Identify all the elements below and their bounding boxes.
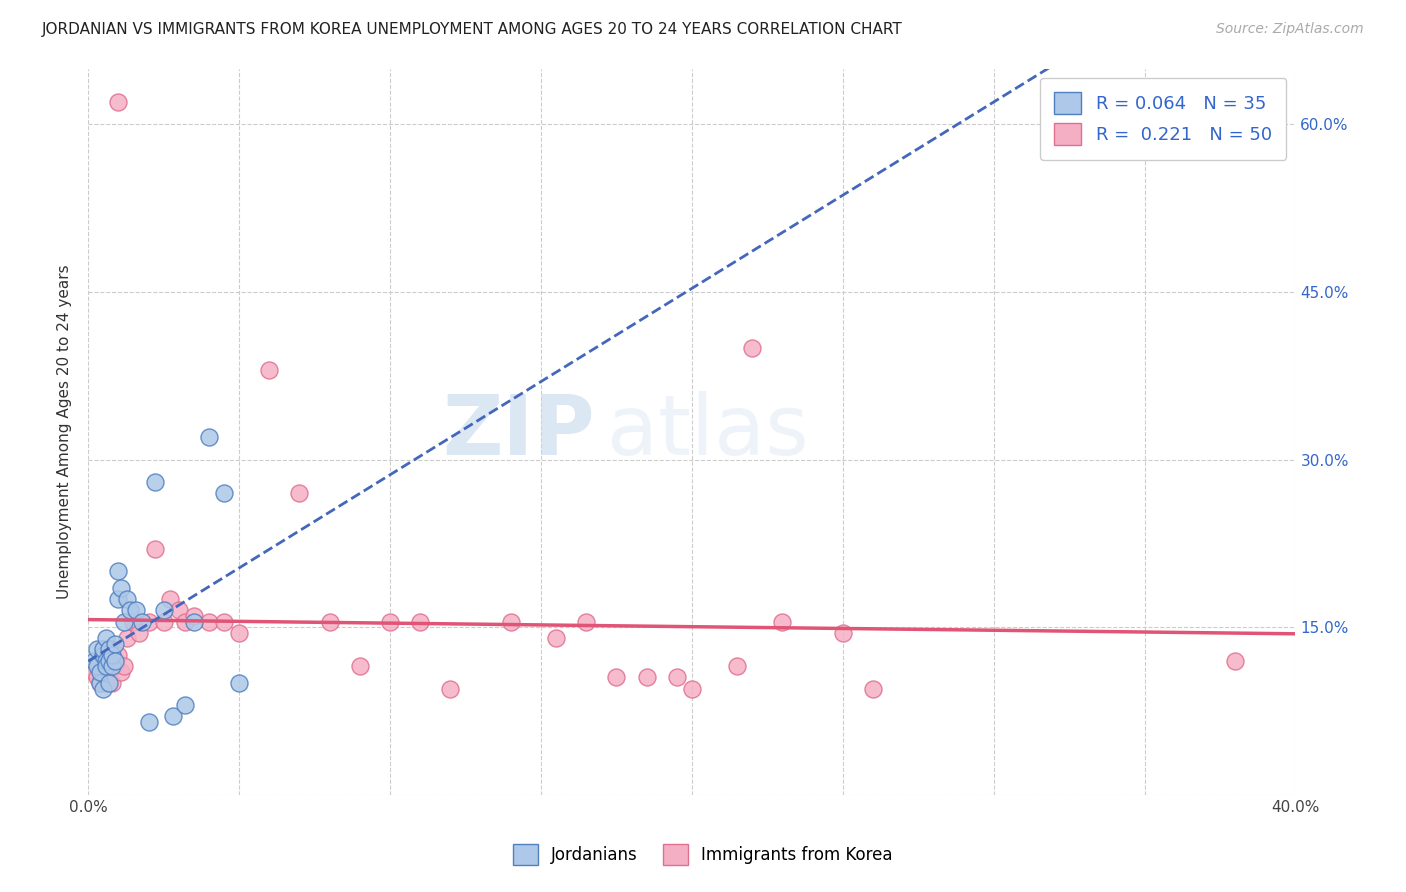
Point <box>86 670 108 684</box>
Text: atlas: atlas <box>607 391 808 472</box>
Point <box>128 625 150 640</box>
Point <box>96 676 118 690</box>
Y-axis label: Unemployment Among Ages 20 to 24 years: Unemployment Among Ages 20 to 24 years <box>58 264 72 599</box>
Point <box>96 654 118 668</box>
Point <box>409 615 432 629</box>
Point <box>257 363 280 377</box>
Point <box>228 676 250 690</box>
Point <box>162 709 184 723</box>
Point <box>86 642 108 657</box>
Point <box>183 609 205 624</box>
Point <box>173 615 195 629</box>
Point <box>91 642 114 657</box>
Point <box>138 715 160 730</box>
Point <box>198 615 221 629</box>
Point <box>741 341 763 355</box>
Point <box>143 475 166 489</box>
Point <box>228 625 250 640</box>
Point <box>198 430 221 444</box>
Point <box>101 648 124 662</box>
Point <box>349 659 371 673</box>
Point <box>110 581 132 595</box>
Point <box>112 659 135 673</box>
Point <box>681 681 703 696</box>
Point <box>83 665 105 679</box>
Point <box>98 659 121 673</box>
Point <box>91 642 114 657</box>
Point <box>117 632 139 646</box>
Point <box>143 541 166 556</box>
Point <box>173 698 195 713</box>
Point <box>575 615 598 629</box>
Point <box>439 681 461 696</box>
Point <box>96 659 118 673</box>
Point <box>107 648 129 662</box>
Point <box>96 654 118 668</box>
Point <box>212 615 235 629</box>
Point <box>104 654 127 668</box>
Point <box>101 676 124 690</box>
Point <box>636 670 658 684</box>
Point <box>499 615 522 629</box>
Point <box>86 659 108 673</box>
Point <box>107 592 129 607</box>
Point <box>89 676 111 690</box>
Point <box>101 659 124 673</box>
Point <box>122 615 145 629</box>
Text: JORDANIAN VS IMMIGRANTS FROM KOREA UNEMPLOYMENT AMONG AGES 20 TO 24 YEARS CORREL: JORDANIAN VS IMMIGRANTS FROM KOREA UNEMP… <box>42 22 903 37</box>
Text: ZIP: ZIP <box>443 391 595 472</box>
Point <box>89 665 111 679</box>
Point <box>152 615 174 629</box>
Point <box>862 681 884 696</box>
Point <box>98 676 121 690</box>
Point <box>544 632 567 646</box>
Point <box>98 648 121 662</box>
Point <box>98 642 121 657</box>
Point <box>104 659 127 673</box>
Point <box>104 654 127 668</box>
Point <box>1223 654 1246 668</box>
Point <box>131 615 153 629</box>
Text: Source: ZipAtlas.com: Source: ZipAtlas.com <box>1216 22 1364 37</box>
Point <box>98 654 121 668</box>
Point <box>101 642 124 657</box>
Point <box>117 592 139 607</box>
Point <box>107 95 129 109</box>
Point <box>605 670 627 684</box>
Point <box>120 603 142 617</box>
Point <box>831 625 853 640</box>
Point <box>107 564 129 578</box>
Legend: Jordanians, Immigrants from Korea: Jordanians, Immigrants from Korea <box>503 834 903 875</box>
Point <box>288 486 311 500</box>
Point <box>138 615 160 629</box>
Point <box>91 648 114 662</box>
Point <box>183 615 205 629</box>
Point <box>770 615 793 629</box>
Point <box>83 654 105 668</box>
Point <box>91 681 114 696</box>
Point <box>110 665 132 679</box>
Legend: R = 0.064   N = 35, R =  0.221   N = 50: R = 0.064 N = 35, R = 0.221 N = 50 <box>1040 78 1286 160</box>
Point <box>96 632 118 646</box>
Point <box>89 676 111 690</box>
Point <box>318 615 340 629</box>
Point <box>112 615 135 629</box>
Point <box>104 637 127 651</box>
Point <box>91 659 114 673</box>
Point <box>665 670 688 684</box>
Point <box>125 603 148 617</box>
Point <box>89 654 111 668</box>
Point <box>167 603 190 617</box>
Point <box>152 603 174 617</box>
Point <box>725 659 748 673</box>
Point <box>212 486 235 500</box>
Point <box>378 615 401 629</box>
Point <box>159 592 181 607</box>
